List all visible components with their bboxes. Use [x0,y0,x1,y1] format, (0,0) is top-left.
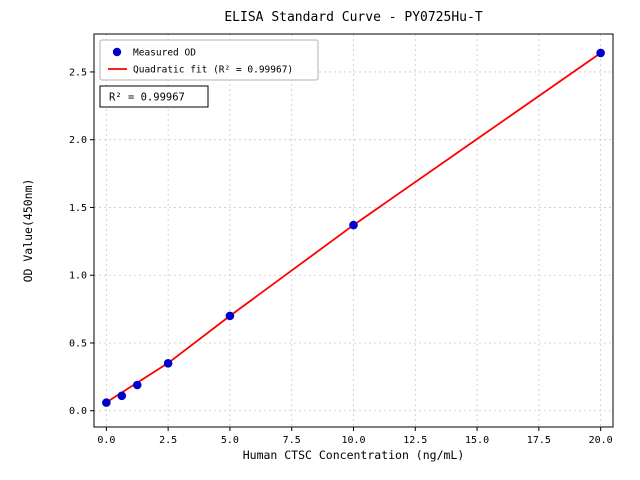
measured-od-point [117,391,127,401]
measured-od-point [163,359,173,368]
x-tick-label: 20.0 [589,435,613,446]
y-tick-label: 1.0 [69,271,87,282]
x-tick-label: 15.0 [465,435,489,446]
y-axis-label: OD Value(450nm) [21,179,35,283]
measured-od-point [349,220,358,230]
y-tick-label: 2.0 [69,135,87,146]
measured-od-point [596,48,605,58]
legend-marker-measured-od [112,47,122,57]
x-tick-label: 12.5 [403,435,427,446]
measured-od-point [132,380,142,390]
x-tick-label: 0.0 [97,435,115,446]
x-tick-label: 2.5 [159,435,177,446]
x-tick-label: 7.5 [283,435,301,446]
chart-title: ELISA Standard Curve - PY0725Hu-T [224,10,482,25]
y-tick-label: 2.5 [69,67,87,78]
measured-od-point [102,398,111,407]
legend-label-measured-od: Measured OD [133,48,196,59]
x-tick-label: 17.5 [527,435,551,446]
x-axis-label: Human CTSC Concentration (ng/mL) [243,448,465,462]
x-tick-label: 5.0 [221,435,239,446]
legend-label-quadratic-fit: Quadratic fit (R² = 0.99967) [133,65,293,76]
r-squared-annotation-text: R² = 0.99967 [109,92,185,104]
y-tick-label: 1.5 [69,203,87,214]
y-tick-label: 0.0 [69,406,87,417]
y-tick-label: 0.5 [69,338,87,349]
r-squared-annotation-box [99,85,209,108]
legend-box [99,39,319,81]
measured-od-point [225,311,235,321]
x-tick-label: 10.0 [341,435,365,446]
quadratic-fit-line [105,52,602,404]
